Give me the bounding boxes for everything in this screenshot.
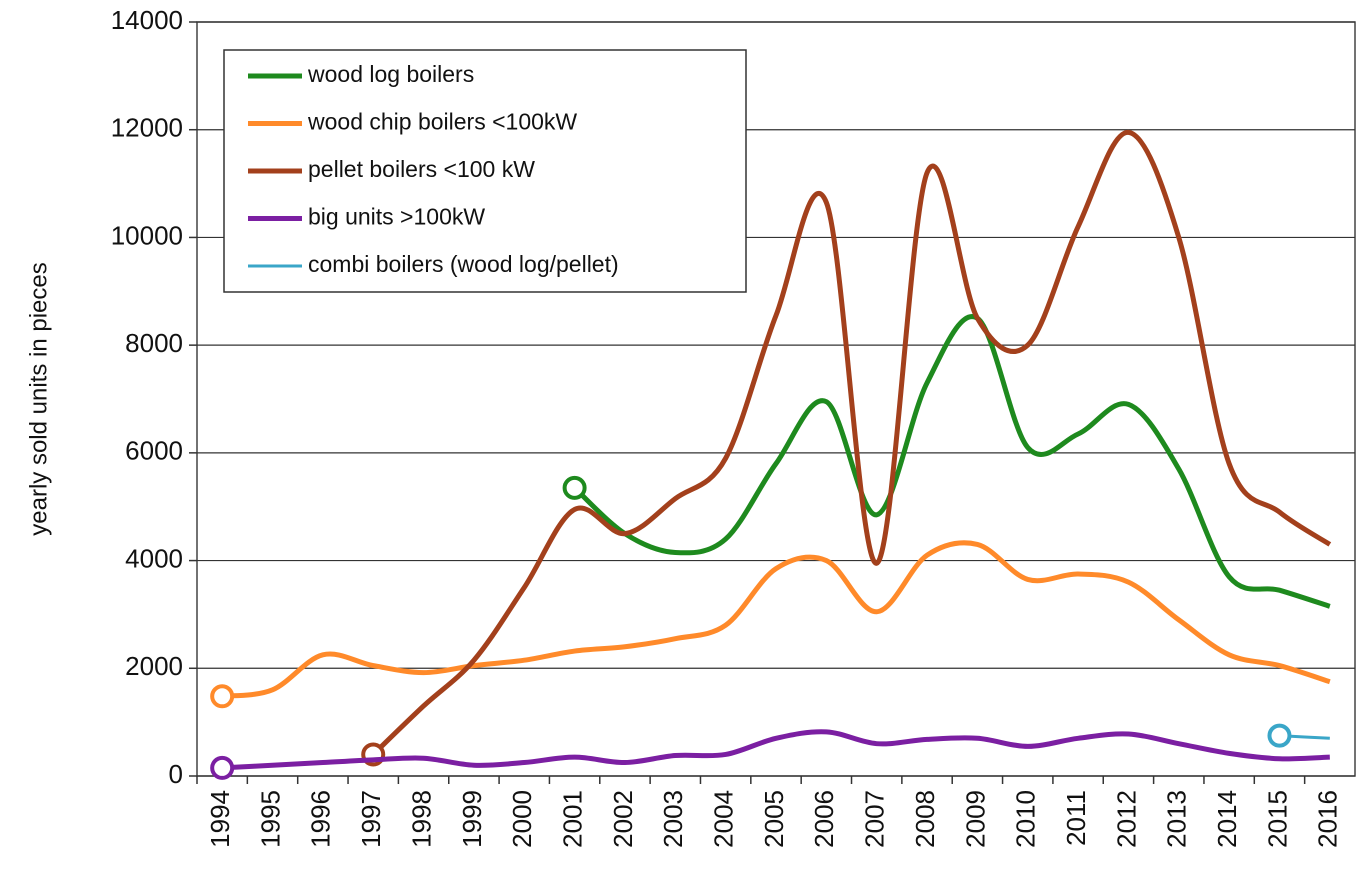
y-tick-label: 10000: [111, 220, 183, 250]
x-tick-label: 2011: [1061, 790, 1091, 846]
x-tick-label: 2005: [759, 790, 789, 848]
x-tick-label: 2015: [1262, 790, 1292, 848]
y-tick-label: 6000: [125, 436, 183, 466]
series-line: [572, 314, 1331, 609]
start-marker: [1267, 723, 1292, 748]
series-line: [222, 729, 1330, 771]
x-tick-label: 2010: [1011, 790, 1041, 848]
y-tick-label: 4000: [125, 543, 183, 573]
x-tick-label: 2002: [608, 790, 638, 848]
x-tick-label: 2008: [910, 790, 940, 848]
start-marker: [210, 755, 235, 780]
x-tick-label: 2003: [658, 790, 688, 848]
x-tick-label: 1997: [356, 790, 386, 848]
legend-label: big units >100kW: [308, 204, 485, 230]
x-tick-label: 1998: [406, 790, 436, 848]
y-tick-label: 14000: [111, 5, 183, 35]
x-tick-label: 2000: [507, 790, 537, 848]
x-tick-label: 2012: [1111, 790, 1141, 848]
x-tick-label: 2001: [557, 790, 587, 848]
y-tick-label: 0: [169, 759, 183, 789]
x-tick-label: 1994: [205, 790, 235, 848]
legend-label: wood chip boilers <100kW: [307, 109, 577, 135]
x-tick-label: 1995: [255, 790, 285, 848]
x-tick-label: 2009: [960, 790, 990, 848]
legend-label: combi boilers (wood log/pellet): [308, 251, 619, 277]
series-line: [371, 129, 1332, 757]
y-axis-label: yearly sold units in pieces: [25, 262, 52, 535]
x-tick-label: 2016: [1313, 790, 1343, 848]
x-tick-label: 2006: [809, 790, 839, 848]
y-tick-label: 8000: [125, 328, 183, 358]
start-marker: [562, 475, 587, 500]
x-tick-label: 2004: [709, 790, 739, 848]
x-tick-label: 1999: [457, 790, 487, 848]
series-line: [221, 540, 1331, 699]
start-marker: [210, 684, 235, 709]
y-tick-label: 2000: [125, 651, 183, 681]
legend-box: [223, 49, 747, 293]
x-tick-label: 2013: [1162, 790, 1192, 848]
legend-label: pellet boilers <100 kW: [308, 156, 535, 182]
x-tick-label: 2014: [1212, 790, 1242, 848]
x-tick-label: 1996: [306, 790, 336, 848]
y-tick-label: 12000: [111, 113, 183, 143]
x-tick-label: 2007: [860, 790, 890, 848]
legend-label: wood log boilers: [307, 61, 474, 87]
